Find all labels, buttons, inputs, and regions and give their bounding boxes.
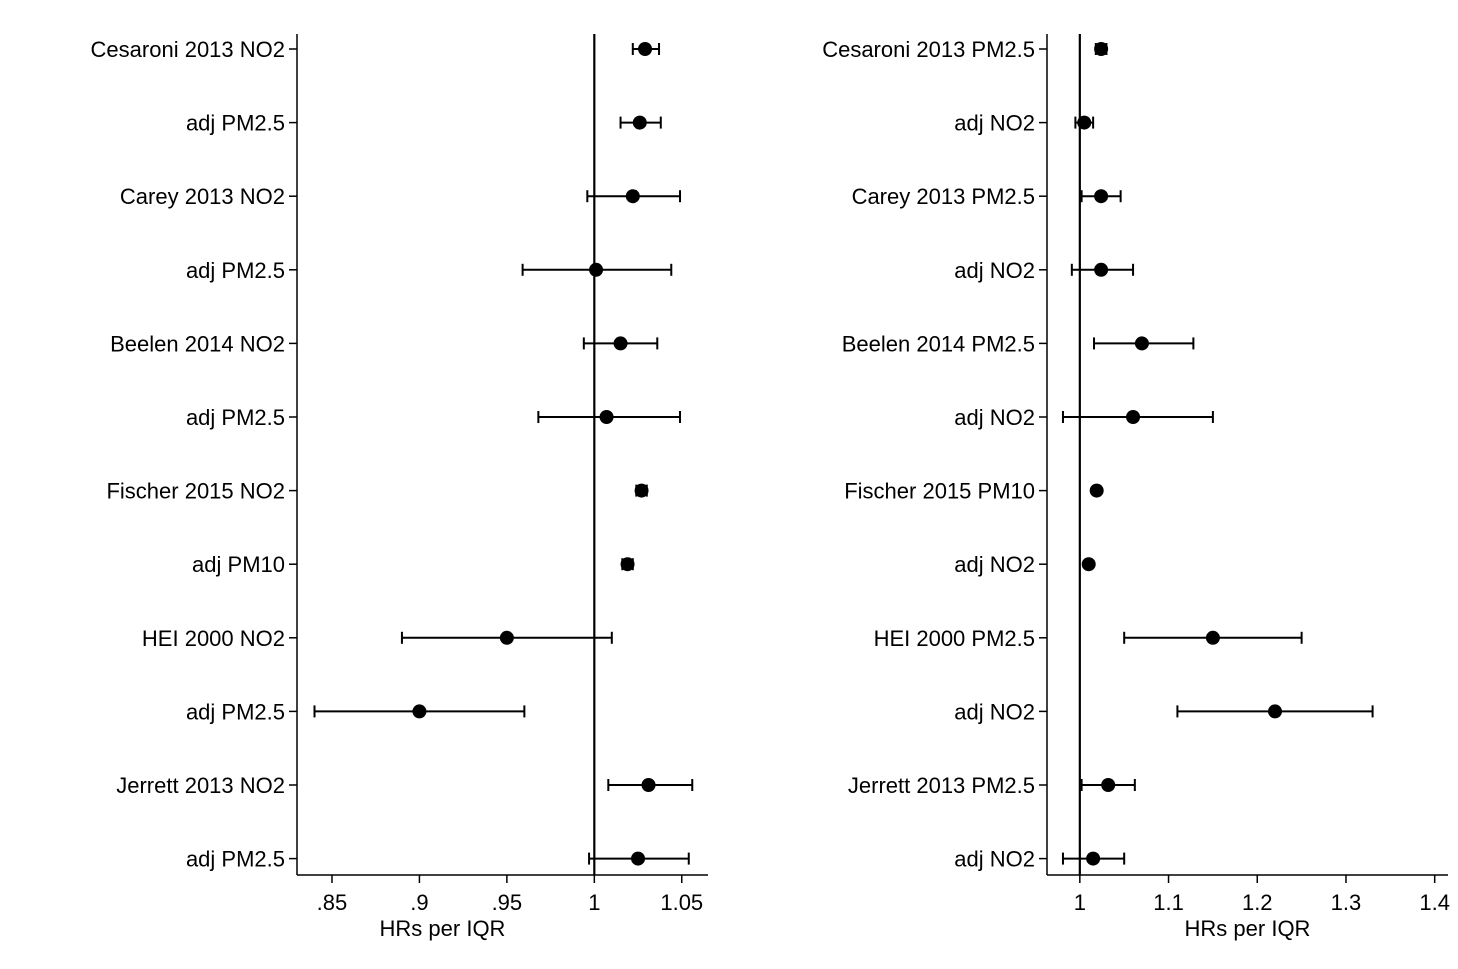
hr-point: [641, 778, 656, 792]
left-forest-panel: .85 .9 .95 1 1.05 HRs per IQR Cesaroni 2013 NO…: [91, 34, 708, 941]
hr-point: [589, 262, 604, 277]
row-label: adj NO2: [954, 847, 1035, 872]
hr-point: [613, 336, 628, 351]
hr-point: [625, 189, 640, 204]
row-label: Beelen 2014 PM2.5: [842, 331, 1035, 356]
row-label: HEI 2000 NO2: [142, 626, 285, 651]
x-tick-label: 1: [1074, 890, 1086, 915]
x-tick-label: 1.2: [1242, 890, 1273, 915]
hr-point: [1077, 115, 1092, 130]
row-label: adj NO2: [954, 552, 1035, 577]
x-tick-label: 1.1: [1153, 890, 1184, 915]
hr-point: [1089, 483, 1104, 498]
x-axis-title: HRs per IQR: [1185, 916, 1311, 941]
hr-point: [1094, 262, 1109, 277]
row-label: HEI 2000 PM2.5: [874, 626, 1035, 651]
row-label: Beelen 2014 NO2: [110, 331, 285, 356]
row-label: adj PM2.5: [186, 847, 285, 872]
row-label: adj PM2.5: [186, 111, 285, 136]
row-label: adj NO2: [954, 111, 1035, 136]
row-label: Carey 2013 NO2: [120, 184, 285, 209]
hr-point: [1134, 336, 1149, 351]
row-label: Jerrett 2013 NO2: [116, 773, 285, 798]
row-label: adj PM2.5: [186, 699, 285, 724]
x-tick-label: 1.4: [1419, 890, 1450, 915]
hr-point: [620, 557, 635, 572]
x-tick-label: 1.05: [660, 890, 703, 915]
row-label: adj NO2: [954, 699, 1035, 724]
row-label: Fischer 2015 PM10: [844, 479, 1035, 504]
hr-point: [1101, 778, 1116, 792]
x-tick-label: .85: [317, 890, 348, 915]
x-tick-label: 1.3: [1331, 890, 1362, 915]
hr-point: [638, 42, 653, 56]
row-label: Cesaroni 2013 PM2.5: [822, 37, 1035, 62]
x-tick-label: 1: [588, 890, 600, 915]
hr-point: [1205, 630, 1220, 645]
x-tick-label: .9: [410, 890, 428, 915]
hr-point: [412, 704, 427, 719]
hr-point: [632, 115, 647, 130]
hr-point: [499, 630, 514, 645]
hr-point: [631, 851, 646, 866]
hr-point: [1268, 704, 1283, 719]
row-label: Carey 2013 PM2.5: [852, 184, 1035, 209]
hr-point: [634, 483, 649, 498]
x-axis-title: HRs per IQR: [380, 916, 506, 941]
row-label: Cesaroni 2013 NO2: [91, 37, 285, 62]
row-label: adj PM2.5: [186, 405, 285, 430]
hr-point: [1126, 410, 1141, 424]
row-label: adj NO2: [954, 258, 1035, 283]
hr-point: [1094, 42, 1109, 56]
hr-point: [1094, 189, 1109, 204]
hr-point: [599, 410, 614, 424]
row-label: Jerrett 2013 PM2.5: [848, 773, 1035, 798]
row-label: Fischer 2015 NO2: [106, 479, 285, 504]
hr-point: [1086, 851, 1101, 866]
row-label: adj PM10: [192, 552, 285, 577]
right-forest-panel: 1 1.1 1.2 1.3 1.4 HRs per IQR Cesaroni 2013 PM…: [822, 34, 1450, 941]
row-label: adj PM2.5: [186, 258, 285, 283]
x-tick-label: .95: [492, 890, 523, 915]
row-label: adj NO2: [954, 405, 1035, 430]
hr-point: [1081, 557, 1096, 572]
